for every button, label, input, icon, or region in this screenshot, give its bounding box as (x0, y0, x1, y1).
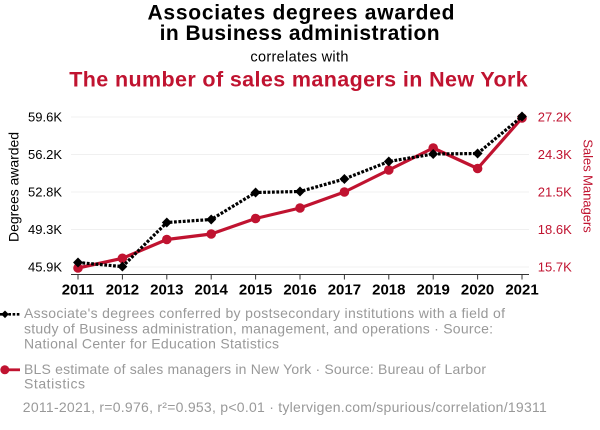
svg-text:45.9K: 45.9K (28, 260, 62, 275)
svg-text:Associates degrees awarded: Associates degrees awarded (148, 2, 455, 25)
svg-text:Associate's degrees conferred: Associate's degrees conferred by postsec… (24, 305, 505, 321)
svg-text:2021: 2021 (505, 281, 538, 298)
svg-text:2011: 2011 (62, 281, 95, 298)
svg-text:24.3K: 24.3K (538, 147, 572, 162)
svg-text:2013: 2013 (150, 281, 183, 298)
svg-text:National Center for Education: National Center for Education Statistics (24, 336, 279, 352)
svg-text:49.3K: 49.3K (28, 222, 62, 237)
svg-text:56.2K: 56.2K (28, 147, 62, 162)
svg-text:BLS estimate of sales managers: BLS estimate of sales managers in New Yo… (24, 361, 486, 377)
svg-text:2012: 2012 (106, 281, 139, 298)
svg-text:2014: 2014 (195, 281, 229, 298)
svg-text:2011-2021, r=0.976, r²=0.953,: 2011-2021, r=0.976, r²=0.953, p<0.01 · t… (23, 399, 547, 415)
svg-text:correlates with: correlates with (250, 49, 348, 65)
svg-text:Sales Managers: Sales Managers (581, 139, 596, 233)
svg-text:27.2K: 27.2K (538, 110, 572, 125)
svg-text:15.7K: 15.7K (538, 260, 572, 275)
svg-text:21.5K: 21.5K (538, 185, 572, 200)
svg-text:Statistics: Statistics (24, 376, 85, 392)
svg-text:18.6K: 18.6K (538, 222, 572, 237)
svg-text:2020: 2020 (461, 281, 494, 298)
svg-text:2015: 2015 (239, 281, 272, 298)
svg-text:Degrees awarded: Degrees awarded (6, 132, 22, 242)
svg-text:52.8K: 52.8K (28, 185, 62, 200)
svg-text:2017: 2017 (328, 281, 361, 298)
svg-text:in Business administration: in Business administration (160, 22, 440, 45)
svg-text:The number of sales managers i: The number of sales managers in New York (69, 68, 528, 92)
svg-text:2019: 2019 (417, 281, 450, 298)
svg-text:2016: 2016 (283, 281, 316, 298)
svg-text:2018: 2018 (372, 281, 405, 298)
svg-text:59.6K: 59.6K (28, 110, 62, 125)
svg-text:study of Business administrati: study of Business administration, manage… (24, 321, 493, 337)
